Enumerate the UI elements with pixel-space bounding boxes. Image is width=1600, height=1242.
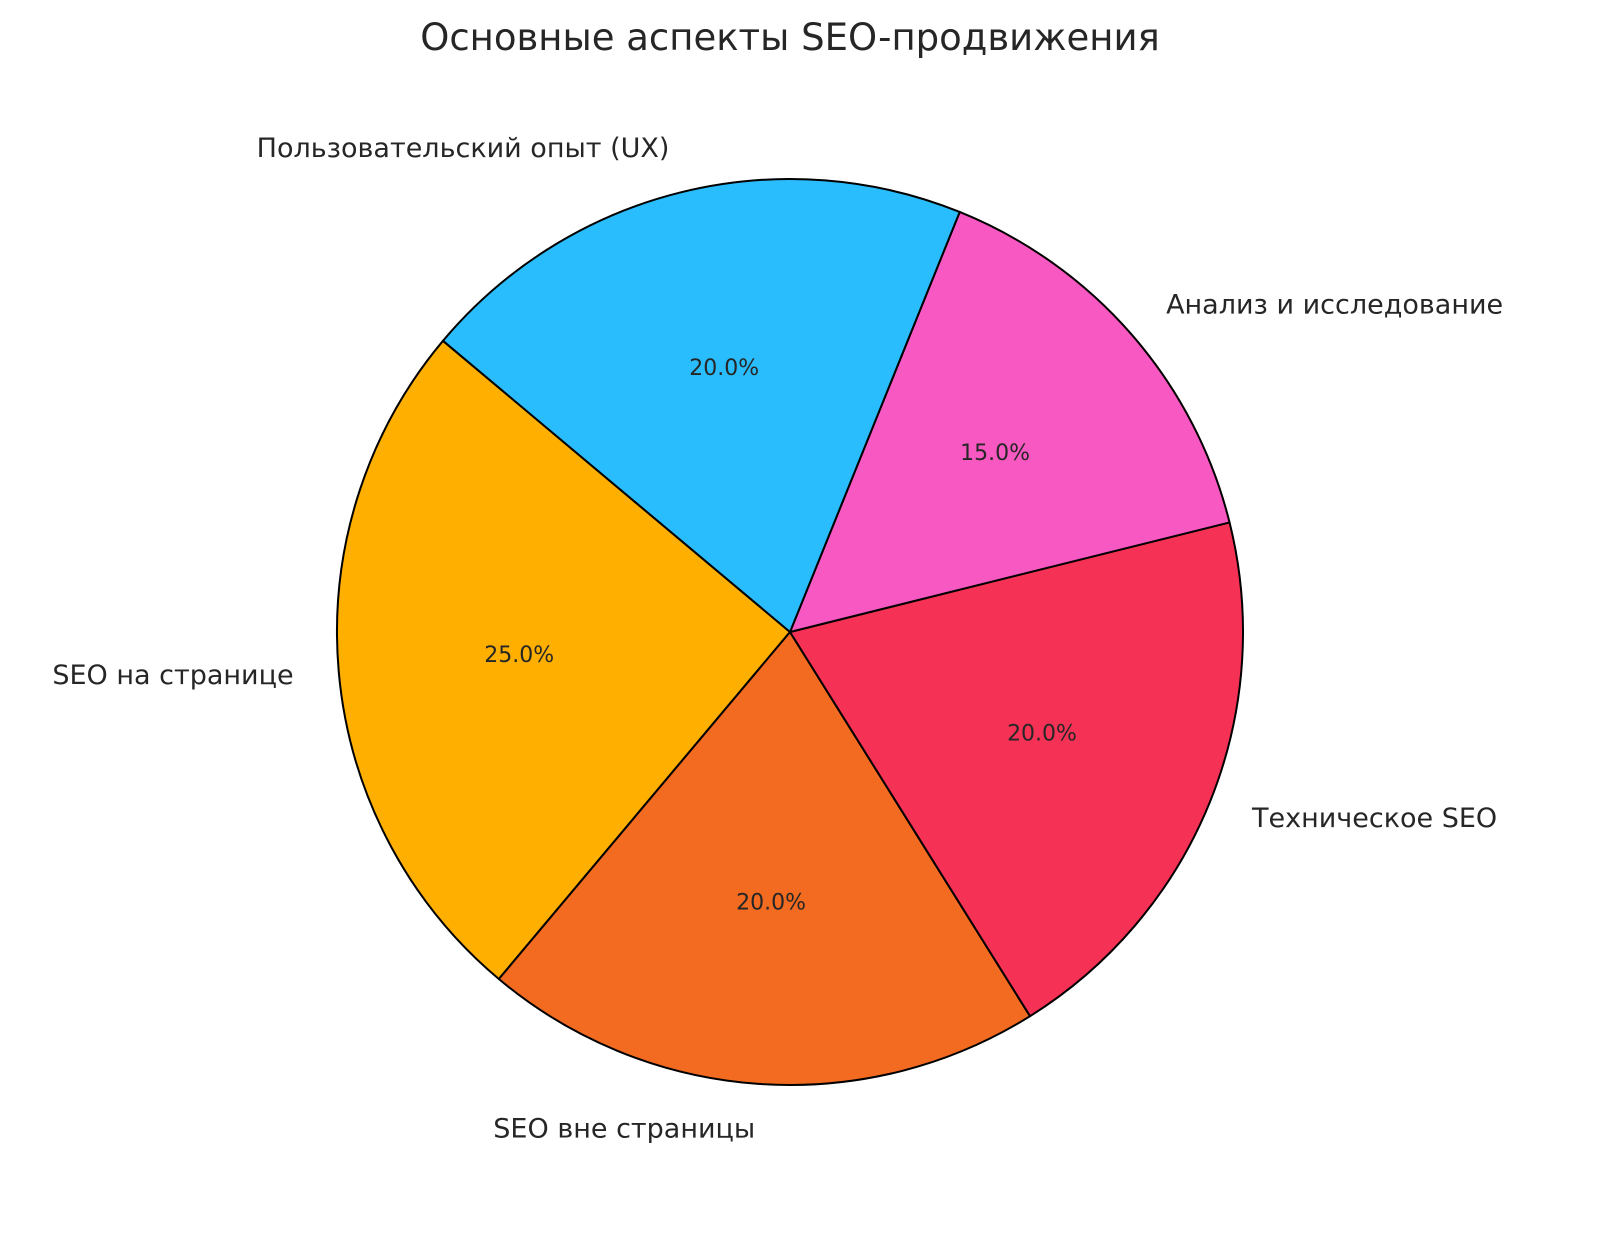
slice-label: Техническое SEO bbox=[1251, 803, 1497, 834]
slice-percent-label: 20.0% bbox=[736, 891, 806, 916]
slice-label: SEO на странице bbox=[52, 660, 293, 691]
slice-label: SEO вне страницы bbox=[493, 1114, 755, 1145]
slice-percent-label: 20.0% bbox=[689, 356, 759, 381]
slice-label: Анализ и исследование bbox=[1166, 290, 1503, 321]
pie-slice bbox=[336, 339, 791, 981]
pie-slice bbox=[497, 631, 1032, 1086]
pie-slice bbox=[789, 521, 1244, 1018]
pie-slice bbox=[789, 210, 1231, 633]
slice-percent-label: 20.0% bbox=[1007, 721, 1077, 746]
slice-percent-label: 25.0% bbox=[484, 643, 554, 668]
slice-label: Пользовательский опыт (UX) bbox=[257, 133, 670, 164]
chart-title: Основные аспекты SEO-продвижения bbox=[420, 16, 1160, 59]
slice-percent-label: 15.0% bbox=[960, 441, 1030, 466]
pie-slice bbox=[441, 178, 961, 633]
